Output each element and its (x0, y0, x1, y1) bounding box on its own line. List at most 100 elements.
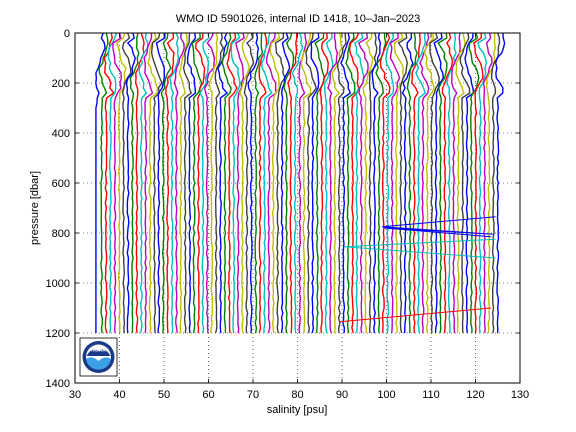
noaa-logo: NOAA (79, 337, 118, 377)
salinity-profile-line (464, 32, 475, 334)
salinity-profile-line (340, 32, 352, 334)
salinity-profile-line (331, 32, 343, 334)
salinity-profile-line (468, 32, 480, 334)
chart-title: WMO ID 5901026, internal ID 1418, 10–Jan… (176, 13, 421, 25)
salinity-profile-line (291, 32, 304, 334)
y-tick-label: 200 (52, 78, 70, 90)
salinity-profile-line (485, 32, 497, 334)
salinity-profile-line (266, 32, 277, 334)
salinity-profile-line (217, 32, 229, 334)
salinity-profile-line (287, 32, 298, 334)
salinity-profile-line (261, 32, 273, 334)
salinity-profile-line (230, 32, 241, 334)
salinity-profile-line (379, 32, 391, 334)
salinity-profile-line (258, 32, 268, 334)
salinity-profile-line (203, 32, 216, 334)
salinity-profile-line (305, 32, 318, 334)
salinity-profile-line (397, 32, 409, 334)
salinity-profile-line (298, 32, 308, 334)
salinity-profile-line (178, 32, 189, 334)
salinity-profile-line (226, 32, 238, 334)
salinity-profile-line (419, 32, 430, 334)
plot-area: 30 40 50 60 70 80 90 100 110 120 130 0 200 400 600 800 1… (46, 28, 530, 401)
salinity-profile-line (385, 32, 395, 334)
salinity-profile-line (129, 32, 140, 333)
salinity-profile-line (459, 32, 471, 334)
salinity-profile-line (401, 32, 414, 334)
salinity-profile-line (371, 32, 382, 334)
salinity-profile-line (375, 32, 387, 334)
salinity-profile-line (433, 32, 445, 334)
salinity-profile-line (348, 32, 360, 334)
salinity-profile-line (319, 32, 329, 334)
salinity-profile-line (143, 32, 154, 334)
salinity-profile-line (165, 32, 175, 334)
salinity-profile-line (337, 32, 347, 334)
salinity-profile-line (121, 32, 132, 334)
salinity-profile-line (437, 32, 448, 334)
salinity-profile-line (95, 32, 106, 333)
salinity-profile-line (368, 32, 378, 334)
salinity-profile-line (283, 32, 295, 334)
salinity-profile-line (389, 32, 401, 334)
x-tick-label: 110 (422, 389, 440, 401)
salinity-profile-line (482, 32, 493, 334)
salinity-profile-line (150, 32, 163, 334)
salinity-profile-line (357, 32, 369, 334)
salinity-profile-line (274, 32, 286, 334)
y-tick-label: 1200 (46, 328, 70, 340)
salinity-profile-line (134, 32, 145, 334)
salinity-profile-line (98, 32, 109, 334)
y-tick-label: 0 (64, 28, 70, 40)
y-tick-label: 400 (52, 128, 70, 140)
salinity-profile-line (125, 32, 136, 334)
salinity-profile-line (182, 32, 193, 334)
salinity-profile-line (221, 32, 232, 334)
y-axis-label: pressure [dbar] (29, 171, 41, 245)
salinity-profile-line (323, 32, 334, 334)
salinity-profile-line (138, 32, 149, 334)
salinity-profile-line (239, 32, 251, 334)
x-tick-label: 70 (247, 389, 259, 401)
salinity-profile-line (345, 32, 356, 334)
salinity-profile-line (300, 32, 312, 334)
salinity-profile-line (455, 32, 466, 334)
salinity-profile-line (243, 32, 255, 334)
salinity-profile-line (235, 32, 245, 334)
salinity-profile-line (473, 32, 484, 334)
red-line-line (339, 307, 492, 323)
salinity-profile-line (208, 32, 219, 334)
x-tick-label: 120 (466, 389, 484, 401)
salinity-profile-line (415, 32, 427, 334)
salinity-profile-line (169, 32, 180, 334)
noaa-logo-wave (86, 357, 111, 370)
salinity-profile-line (247, 32, 260, 334)
axis-ticks: 30 40 50 60 70 80 90 100 110 120 130 0 200 400 600 800 1… (46, 28, 530, 401)
salinity-profile-line (327, 32, 339, 334)
x-tick-label: 100 (377, 389, 395, 401)
salinity-profile-line (160, 32, 172, 334)
salinity-profile-line (155, 32, 166, 334)
noaa-logo-text: NOAA (91, 348, 106, 354)
salinity-profile-line (269, 32, 281, 334)
salinity-profile-line (254, 32, 264, 334)
salinity-profile-line (406, 32, 418, 334)
salinity-profile-line (112, 32, 123, 334)
salinity-profiles (95, 32, 506, 334)
salinity-profile-line (186, 32, 197, 334)
y-tick-label: 1400 (46, 378, 70, 390)
salinity-profile-line (451, 32, 461, 334)
salinity-profile-line (494, 32, 506, 334)
salinity-profile-line (423, 32, 435, 334)
salinity-profile-line (214, 32, 225, 334)
x-tick-label: 90 (336, 389, 348, 401)
blue-zigzag-line (382, 216, 496, 238)
salinity-profile-line (195, 32, 206, 334)
salinity-profile-line (147, 32, 159, 334)
salinity-profile-line (191, 32, 203, 334)
salinity-profile-line (107, 32, 118, 334)
x-tick-label: 130 (511, 389, 529, 401)
salinity-profile-line (446, 32, 457, 334)
y-tick-label: 600 (52, 178, 70, 190)
